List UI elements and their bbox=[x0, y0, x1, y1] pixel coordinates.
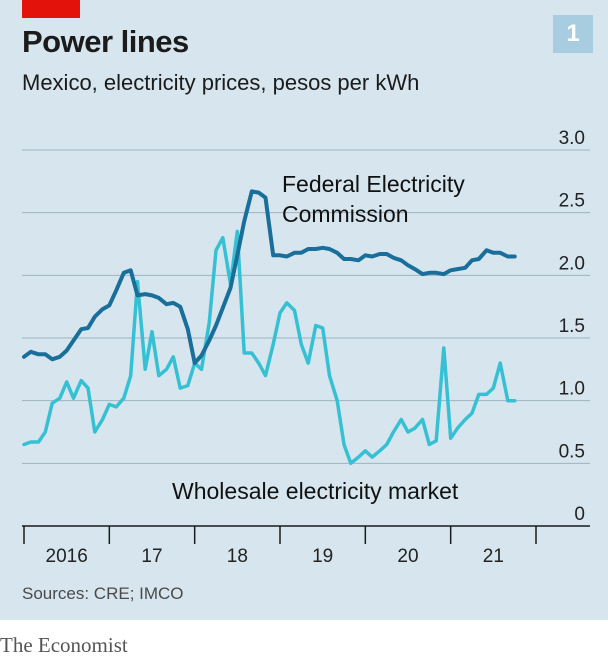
x-tick-label: 19 bbox=[312, 546, 333, 567]
series-labels: Federal Electricity Commission Wholesale e… bbox=[172, 171, 465, 504]
y-tick-label: 1.5 bbox=[559, 316, 585, 337]
x-tick-label: 2016 bbox=[46, 546, 88, 567]
y-tick-label: 2.5 bbox=[559, 191, 585, 212]
footer-band bbox=[0, 620, 608, 662]
line-chart: 0 0.5 1.0 1.5 2.0 2.5 3.0 2016 17 18 19 20 21 Feder… bbox=[22, 128, 590, 567]
y-tick-label: 1.0 bbox=[559, 379, 585, 400]
federal-series-label: Commission bbox=[282, 201, 409, 227]
x-tick-label: 18 bbox=[227, 546, 248, 567]
source-note: Sources: CRE; IMCO bbox=[22, 584, 184, 603]
chart-title: Power lines bbox=[22, 24, 189, 59]
y-tick-label: 2.0 bbox=[559, 253, 585, 274]
chart-number-badge: 1 bbox=[553, 15, 593, 53]
grid-lines bbox=[22, 149, 590, 464]
y-tick-label: 0 bbox=[574, 504, 585, 525]
brand-red-tag bbox=[22, 0, 80, 18]
chart-subtitle: Mexico, electricity prices, pesos per kW… bbox=[22, 70, 420, 95]
y-tick-label: 3.0 bbox=[559, 128, 585, 149]
x-tick-label: 20 bbox=[397, 546, 418, 567]
x-tick-label: 17 bbox=[141, 546, 162, 567]
x-axis: 2016 17 18 19 20 21 bbox=[22, 525, 590, 567]
federal-series-label: Federal Electricity bbox=[282, 171, 465, 197]
y-tick-label: 0.5 bbox=[559, 441, 585, 462]
series-lines bbox=[22, 189, 517, 466]
y-tick-labels: 0 0.5 1.0 1.5 2.0 2.5 3.0 bbox=[559, 128, 585, 525]
x-tick-label: 21 bbox=[483, 546, 504, 567]
publisher-name: The Economist bbox=[0, 633, 128, 657]
federal-series-line bbox=[22, 189, 517, 366]
wholesale-series-label: Wholesale electricity market bbox=[172, 478, 459, 504]
wholesale-series-line bbox=[22, 229, 517, 466]
